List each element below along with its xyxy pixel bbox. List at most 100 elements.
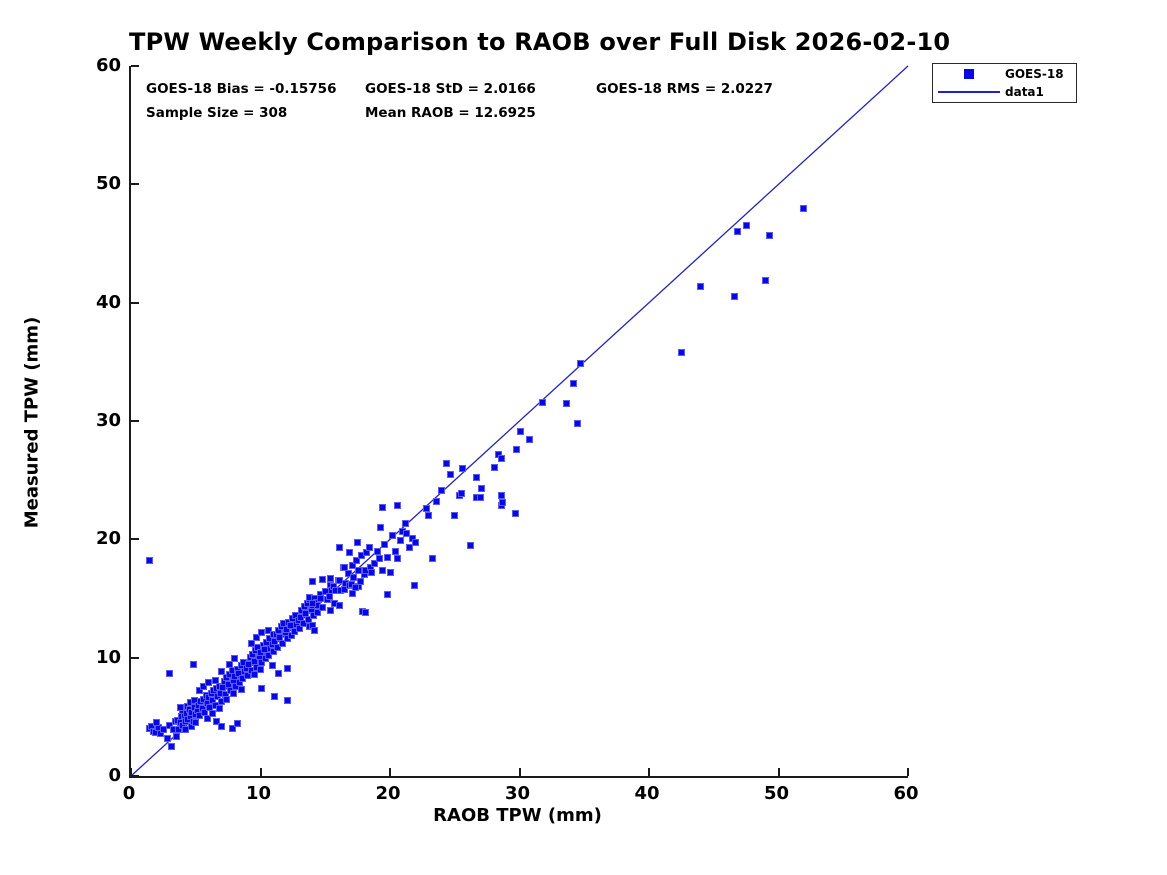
scatter-point — [368, 568, 376, 576]
scatter-point — [405, 544, 413, 552]
scatter-point — [196, 687, 204, 695]
scatter-point — [167, 742, 175, 750]
scatter-point — [451, 512, 459, 520]
legend-label-goes18: GOES-18 — [1005, 67, 1064, 81]
stat-sample-size: Sample Size = 308 — [146, 105, 288, 121]
scatter-point — [457, 489, 465, 497]
y-tick-label: 30 — [95, 410, 121, 431]
scatter-point — [218, 668, 226, 676]
scatter-point — [258, 684, 266, 692]
legend-item-data1: data1 — [933, 84, 1076, 100]
scatter-point — [269, 648, 277, 656]
scatter-point — [765, 231, 773, 239]
scatter-point — [258, 658, 266, 666]
scatter-point — [356, 578, 364, 586]
x-tick-label: 30 — [504, 783, 531, 804]
x-axis-label: RAOB TPW (mm) — [433, 805, 602, 826]
scatter-point — [394, 501, 402, 509]
scatter-point — [381, 540, 389, 548]
scatter-point — [361, 609, 369, 617]
legend-square-marker-icon — [964, 69, 974, 79]
scatter-point — [497, 492, 505, 500]
scatter-point — [257, 666, 264, 673]
plot-area — [129, 65, 909, 778]
scatter-point — [299, 619, 307, 627]
stat-bias: GOES-18 Bias = -0.15756 — [146, 81, 337, 97]
scatter-point — [742, 222, 750, 230]
legend-label-data1: data1 — [1005, 85, 1044, 99]
scatter-point — [373, 547, 381, 555]
scatter-point — [153, 719, 161, 727]
scatter-point — [346, 548, 354, 556]
legend-item-goes18: GOES-18 — [933, 66, 1076, 82]
scatter-point — [433, 497, 441, 505]
scatter-point — [351, 584, 359, 592]
scatter-point — [279, 639, 286, 647]
x-tick-label: 0 — [122, 783, 136, 804]
scatter-point — [166, 669, 174, 677]
scatter-point — [228, 725, 236, 733]
scatter-point — [389, 532, 397, 540]
scatter-point — [459, 464, 467, 472]
x-tick-label: 40 — [634, 783, 660, 804]
scatter-point — [730, 293, 738, 301]
x-tick-label: 10 — [245, 783, 272, 804]
scatter-point — [466, 541, 474, 549]
y-tick-label: 0 — [108, 765, 121, 786]
scatter-point — [517, 428, 525, 436]
scatter-point — [145, 557, 153, 565]
scatter-point — [478, 484, 486, 492]
scatter-point — [539, 398, 547, 406]
scatter-point — [438, 487, 446, 495]
scatter-point — [313, 609, 321, 617]
scatter-point — [422, 505, 430, 513]
scatter-point — [376, 554, 384, 562]
scatter-point — [443, 460, 451, 468]
scatter-point — [304, 616, 312, 624]
scatter-point — [350, 573, 358, 581]
scatter-point — [394, 554, 402, 562]
scatter-point — [391, 547, 399, 555]
scatter-point — [264, 626, 272, 634]
scatter-point — [408, 534, 416, 542]
scatter-point — [526, 436, 534, 444]
scatter-point — [347, 580, 355, 588]
scatter-point — [352, 557, 360, 565]
scatter-point — [211, 676, 219, 684]
scatter-point — [402, 520, 410, 528]
x-tick-label: 50 — [763, 783, 790, 804]
scatter-point — [308, 578, 316, 586]
legend: GOES-18 data1 — [932, 63, 1077, 103]
scatter-point — [576, 359, 584, 367]
x-tick-mark — [777, 768, 780, 776]
scatter-point — [345, 570, 353, 578]
scatter-point — [237, 686, 245, 694]
scatter-point — [319, 604, 327, 612]
scatter-point — [282, 625, 290, 633]
y-tick-mark — [131, 65, 139, 67]
scatter-point — [273, 643, 281, 651]
x-tick-mark — [518, 768, 521, 776]
x-tick-label: 20 — [375, 783, 401, 804]
x-tick-mark — [389, 768, 391, 776]
scatter-point — [477, 494, 485, 502]
x-tick-mark — [907, 768, 909, 776]
scatter-point — [295, 624, 303, 632]
scatter-point — [231, 673, 239, 681]
scatter-point — [341, 564, 349, 572]
scatter-point — [733, 228, 741, 236]
scatter-point — [377, 524, 385, 531]
scatter-point — [396, 537, 404, 545]
scatter-point — [326, 574, 334, 582]
scatter-point — [196, 712, 204, 720]
y-axis-label: Measured TPW (mm) — [21, 316, 43, 529]
legend-line-icon — [938, 91, 1000, 93]
scatter-point — [284, 635, 292, 643]
scatter-point — [257, 649, 264, 657]
scatter-point — [562, 399, 570, 407]
y-tick-label: 40 — [95, 291, 121, 313]
scatter-point — [181, 726, 189, 734]
scatter-point — [383, 553, 391, 561]
y-tick-mark — [131, 538, 139, 541]
